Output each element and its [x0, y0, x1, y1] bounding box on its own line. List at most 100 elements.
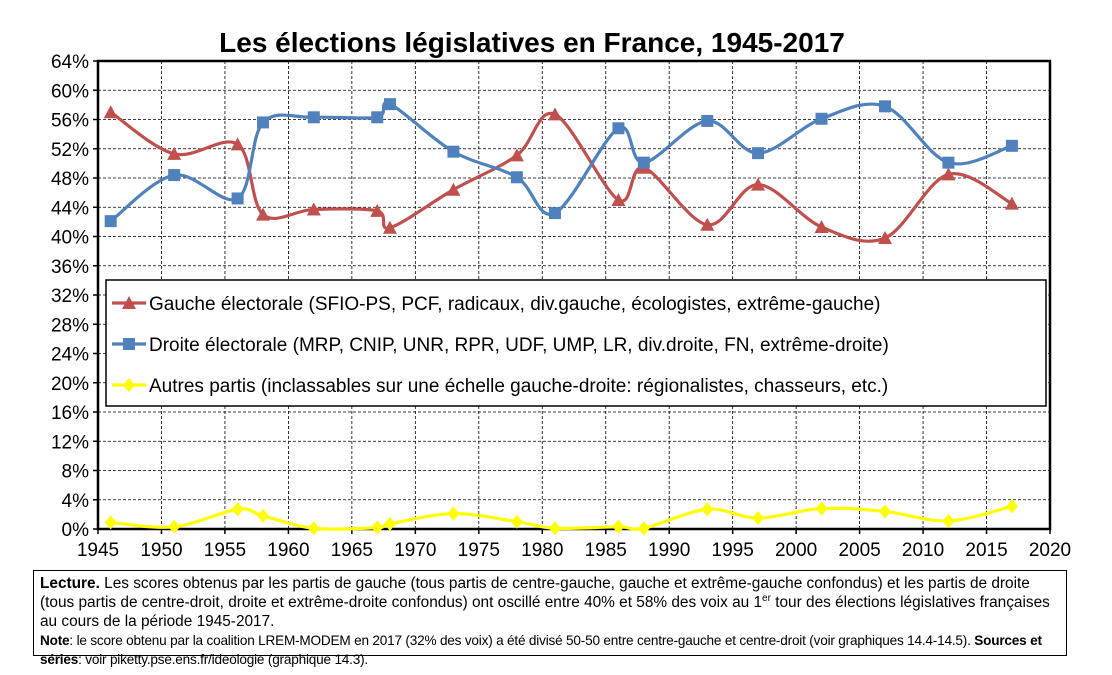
data-point — [547, 107, 562, 121]
y-tick-label: 32% — [51, 286, 89, 307]
data-point — [1004, 196, 1019, 210]
series-0 — [103, 105, 1019, 244]
data-point — [612, 519, 625, 534]
y-tick-label: 8% — [62, 462, 90, 483]
y-tick-label: 36% — [51, 257, 89, 278]
legend-entry: Gauche électorale (SFIO-PS, PCF, radicau… — [149, 294, 881, 315]
data-point — [383, 98, 396, 111]
series-1 — [104, 98, 1018, 228]
data-point — [752, 511, 765, 526]
data-point — [637, 521, 650, 536]
x-tick-label: 1970 — [394, 540, 436, 561]
data-point — [103, 105, 118, 119]
data-point — [942, 513, 955, 528]
data-point — [256, 207, 271, 221]
data-point — [1005, 139, 1018, 152]
x-tick-label: 1950 — [140, 540, 182, 561]
reading-note: Lecture. Les scores obtenus par les part… — [33, 570, 1067, 667]
series-group — [103, 98, 1019, 536]
y-tick-label: 52% — [51, 140, 89, 161]
data-point — [752, 147, 765, 160]
y-tick-label: 0% — [62, 520, 90, 541]
x-tick-label: 2000 — [775, 540, 817, 561]
data-point — [447, 506, 460, 521]
sources-label: Sources et séries — [40, 633, 1042, 667]
x-tick-label: 2020 — [1029, 540, 1071, 561]
y-tick-label: 12% — [51, 432, 89, 453]
data-point — [611, 192, 626, 206]
data-point — [307, 111, 320, 124]
data-point — [637, 156, 650, 169]
legend-marker — [123, 338, 135, 350]
y-tick-label: 16% — [51, 403, 89, 424]
lecture-label: Lecture. — [40, 575, 100, 592]
note-label: Note — [40, 633, 70, 648]
y-tick-label: 64% — [51, 52, 89, 73]
data-point — [257, 508, 270, 523]
data-point — [548, 207, 561, 220]
data-point — [371, 111, 384, 124]
x-tick-label: 1965 — [331, 540, 373, 561]
data-point — [168, 519, 181, 534]
data-point — [231, 192, 244, 205]
data-point — [751, 177, 766, 191]
legend-box — [105, 279, 1047, 407]
data-point — [815, 112, 828, 125]
y-tick-label: 4% — [62, 491, 90, 512]
data-point — [510, 171, 523, 184]
y-tick-label: 48% — [51, 169, 89, 190]
data-point — [877, 230, 892, 244]
data-point — [815, 501, 828, 516]
data-point — [701, 114, 714, 127]
series-line — [109, 101, 1013, 223]
series-2 — [104, 499, 1018, 536]
y-tick-label: 56% — [51, 111, 89, 132]
data-point — [509, 148, 524, 162]
data-point — [878, 100, 891, 113]
data-point — [371, 520, 384, 535]
y-tick-label: 44% — [51, 198, 89, 219]
note-lecture: Lecture. Les scores obtenus par les part… — [40, 574, 1060, 631]
x-tick-label: 1980 — [521, 540, 563, 561]
x-tick-label: 2005 — [838, 540, 880, 561]
data-point — [306, 202, 321, 216]
data-point — [941, 167, 956, 181]
y-tick-label: 40% — [51, 228, 89, 249]
data-point — [167, 146, 182, 160]
data-point — [878, 504, 891, 519]
x-tick-label: 1945 — [77, 540, 119, 561]
lecture-text-2: tour des élections législatives français… — [40, 594, 1050, 630]
data-point — [383, 516, 396, 531]
data-point — [230, 137, 245, 151]
legend-entry: Autres partis (inclassables sur une éche… — [149, 376, 888, 397]
y-tick-label: 60% — [51, 81, 89, 102]
x-tick-label: 2015 — [965, 540, 1007, 561]
data-point — [104, 215, 117, 228]
x-tick-label: 1955 — [204, 540, 246, 561]
x-tick-label: 2010 — [902, 540, 944, 561]
legend-entry: Droite électorale (MRP, CNIP, UNR, RPR, … — [149, 335, 889, 356]
lecture-text-1: Les scores obtenus par les partis de gau… — [40, 575, 1030, 611]
series-line — [110, 504, 1013, 531]
data-point — [446, 182, 461, 196]
y-tick-label: 20% — [51, 374, 89, 395]
y-tick-label: 24% — [51, 345, 89, 366]
x-tick-label: 1960 — [267, 540, 309, 561]
data-point — [447, 145, 460, 158]
legend: Gauche électorale (SFIO-PS, PCF, radicau… — [105, 279, 1047, 407]
note-text: : le score obtenu par la coalition LREM-… — [69, 633, 971, 648]
series-line — [109, 110, 1013, 243]
data-point — [510, 514, 523, 529]
data-point — [814, 219, 829, 233]
data-point — [257, 116, 270, 129]
data-point — [700, 217, 715, 231]
line-chart: Les élections législatives en France, 19… — [51, 27, 1071, 561]
data-point — [1005, 499, 1018, 514]
axes: 0% 4% 8% 12% 16% 20% 24% 28% 32% 36% 40% 44% 48% 52% 5… — [51, 52, 1071, 561]
data-point — [104, 515, 117, 530]
data-point — [370, 203, 385, 217]
data-point — [942, 156, 955, 169]
data-point — [307, 521, 320, 536]
y-tick-label: 28% — [51, 315, 89, 336]
x-tick-label: 1985 — [585, 540, 627, 561]
